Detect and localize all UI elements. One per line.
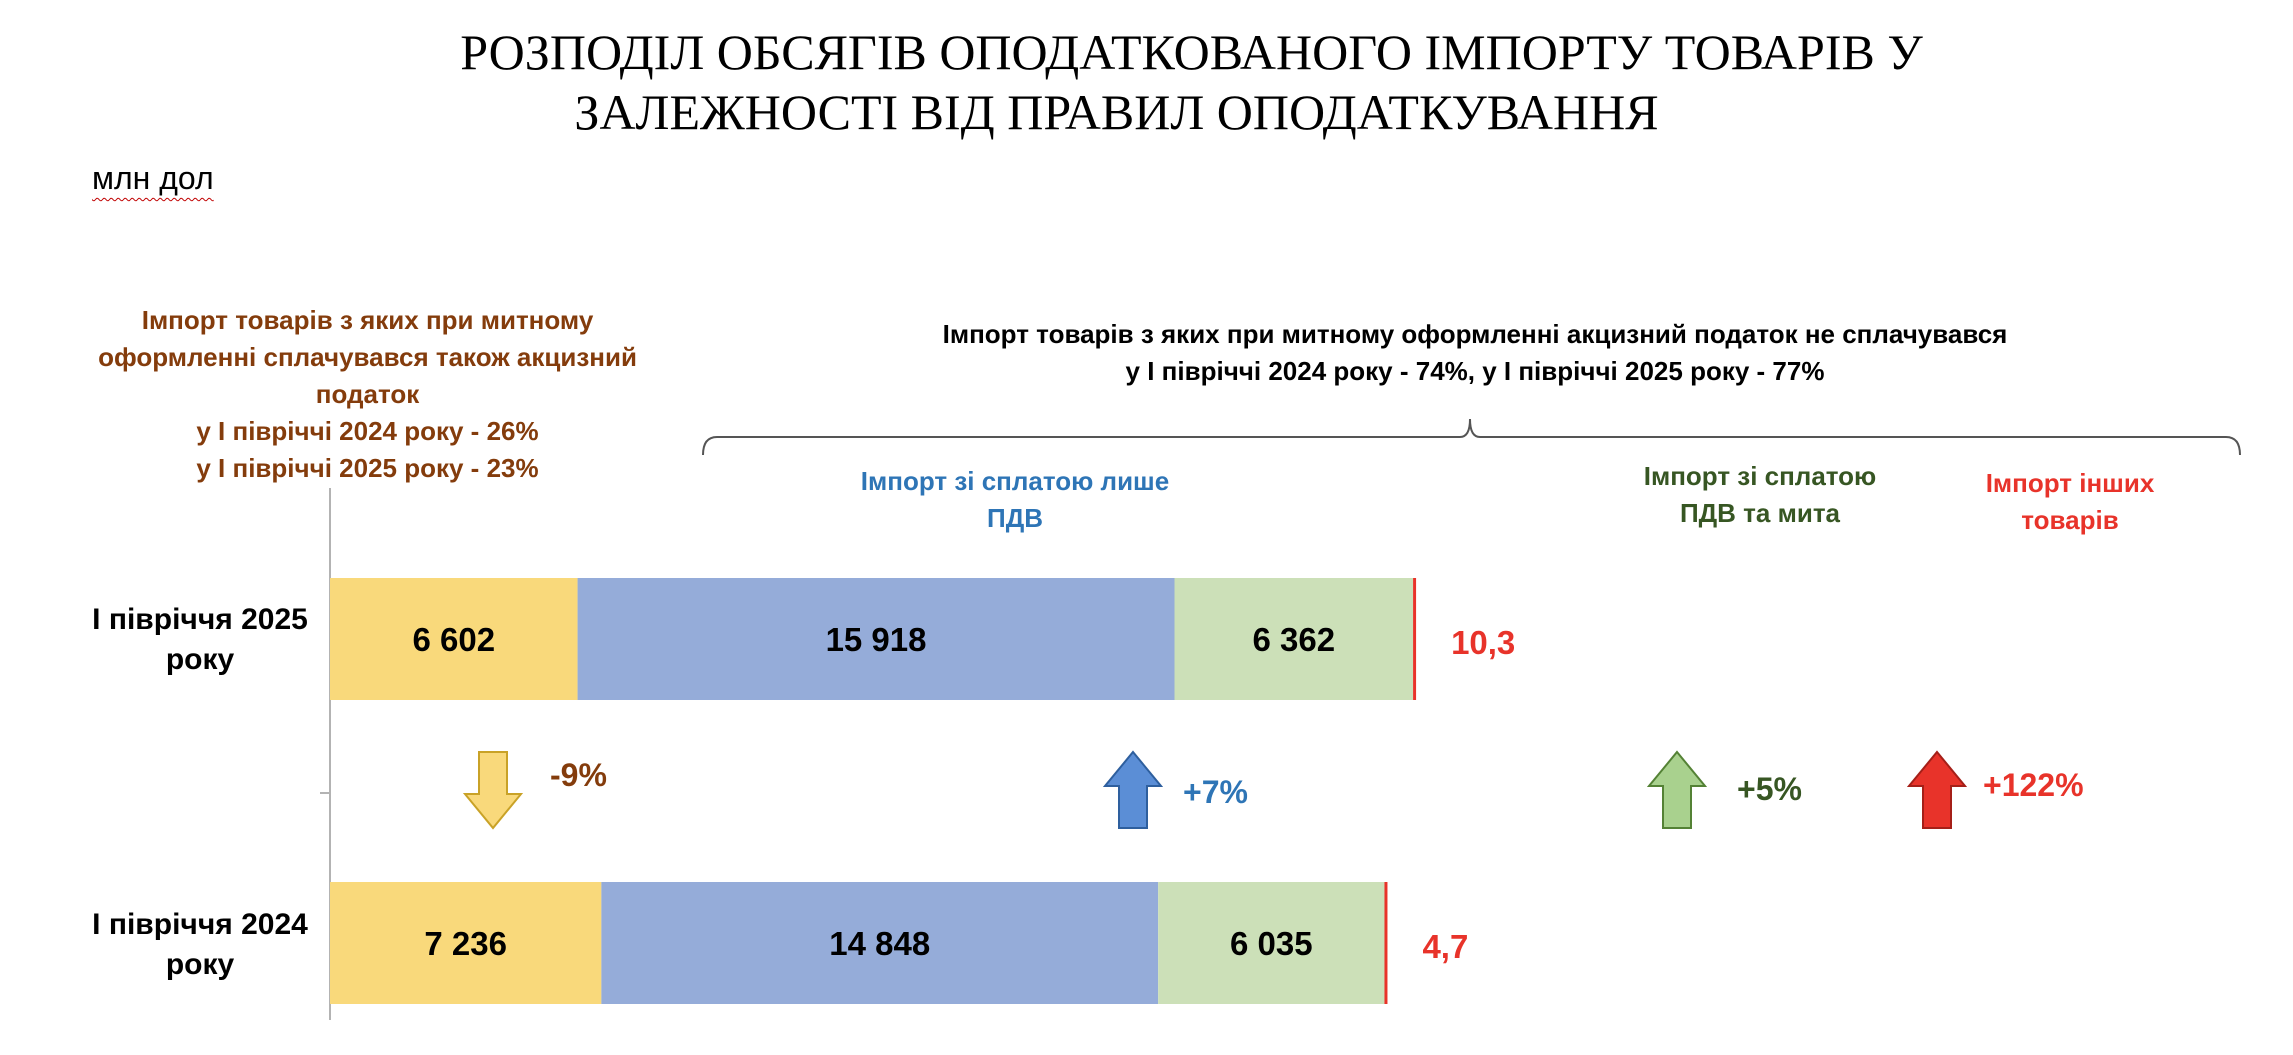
bar-label-vat_only: 14 848 [829, 925, 930, 962]
change-label-vat_only: +7% [1183, 774, 1248, 810]
arrow-up-icon-vat_only [1102, 750, 1164, 829]
bar-excise-0 [330, 578, 578, 700]
other-value-label: 4,7 [1422, 928, 1468, 965]
title-line-1: РОЗПОДІЛ ОБСЯГІВ ОПОДАТКОВАНОГО ІМПОРТУ … [460, 24, 1923, 80]
change-label-vat_duty: +5% [1737, 771, 1802, 807]
arrow-up-icon-other [1906, 750, 1968, 829]
vat-duty-header: Імпорт зі сплатою ПДВ та мита [1643, 461, 1877, 528]
bar-vat_only-1 [601, 882, 1159, 1004]
other-value-label: 10,3 [1451, 624, 1515, 661]
change-label-other: +122% [1983, 767, 2084, 803]
unit-label: млн дол [92, 160, 214, 196]
change-label-excise: -9% [550, 757, 607, 793]
non-excise-note-line: у І півріччі 2024 року - 74%, у І півріч… [1125, 356, 1825, 386]
bar-vat_duty-0 [1174, 578, 1414, 700]
row-label-2025: І півріччя 2025 року [92, 603, 308, 676]
excise-note-line: у І півріччі 2024 року - 26% [196, 416, 539, 446]
bar-label-vat_duty: 6 362 [1252, 621, 1335, 658]
bar-vat_duty-1 [1158, 882, 1385, 1004]
title-line-2: ЗАЛЕЖНОСТІ ВІД ПРАВИЛ ОПОДАТКУВАННЯ [574, 84, 1659, 140]
bar-other-1 [1384, 882, 1388, 1004]
bar-label-vat_only: 15 918 [826, 621, 927, 658]
arrow-down-icon-excise [462, 751, 524, 830]
excise-note-line: оформленні сплачувався також акцизний [98, 342, 637, 372]
arrow-up-icon-vat_duty [1646, 750, 1708, 829]
excise-note-line: податок [315, 379, 420, 409]
excise-note-line: Імпорт товарів з яких при митному [141, 305, 594, 335]
bar-other-0 [1413, 578, 1417, 700]
bar-vat_only-0 [577, 578, 1175, 700]
bar-label-excise: 6 602 [412, 621, 495, 658]
chart-title: РОЗПОДІЛ ОБСЯГІВ ОПОДАТКОВАНОГО ІМПОРТУ … [0, 22, 2293, 142]
non-excise-note: Імпорт товарів з яких при митному оформл… [800, 316, 2150, 390]
non-excise-brace [702, 418, 2241, 456]
other-goods-header: Імпорт інших товарів [1985, 468, 2155, 535]
row-label-2024: І півріччя 2024 року [92, 908, 308, 981]
bar-label-vat_duty: 6 035 [1230, 925, 1313, 962]
vat-only-header: Імпорт зі сплатою лише ПДВ [860, 466, 1170, 533]
excise-note: Імпорт товарів з яких при митному оформл… [60, 302, 675, 487]
excise-note-line: у І півріччі 2025 року - 23% [196, 453, 539, 483]
non-excise-note-line: Імпорт товарів з яких при митному оформл… [942, 319, 2008, 349]
bar-excise-1 [330, 882, 602, 1004]
bar-label-excise: 7 236 [424, 925, 507, 962]
